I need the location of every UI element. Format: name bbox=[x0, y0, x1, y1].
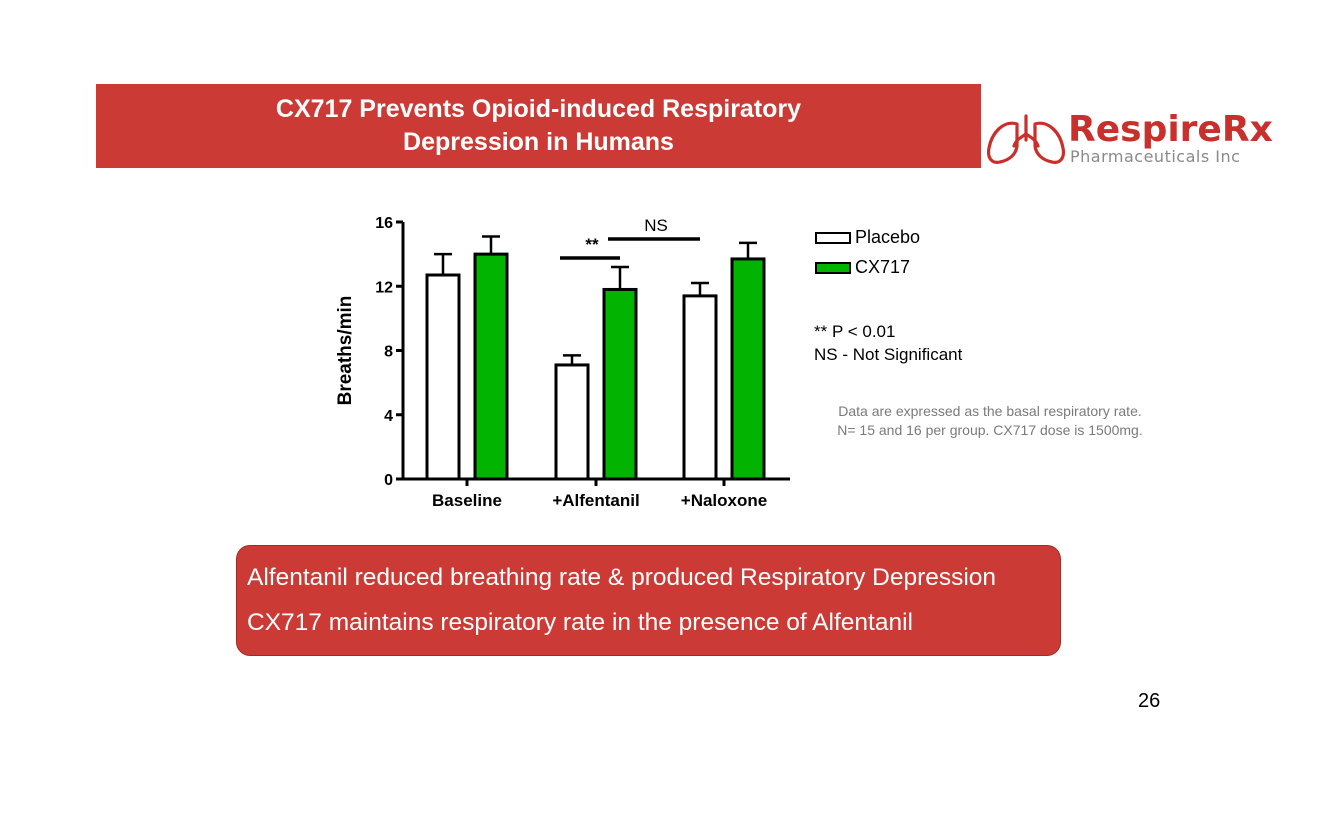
conclusion-callout: Alfentanil reduced breathing rate & prod… bbox=[236, 545, 1061, 656]
legend-swatch-cx717 bbox=[815, 261, 851, 274]
data-note-line-2: N= 15 and 16 per group. CX717 dose is 15… bbox=[837, 422, 1143, 438]
lungs-icon bbox=[986, 114, 1066, 164]
bar-placebo-0 bbox=[425, 273, 461, 481]
bar-cx717-0 bbox=[473, 252, 509, 481]
x-category-label: +Alfentanil bbox=[552, 491, 639, 510]
slide-title-line-2: Depression in Humans bbox=[403, 128, 674, 156]
y-tick-label: 12 bbox=[375, 279, 393, 296]
bar-cx717-1 bbox=[602, 287, 638, 481]
significance-label: NS bbox=[644, 216, 668, 235]
bar-cx717-2 bbox=[730, 257, 766, 481]
legend-item-placebo: Placebo bbox=[815, 227, 920, 248]
y-tick-label: 16 bbox=[375, 215, 393, 232]
logo-subtitle: Pharmaceuticals Inc bbox=[1070, 147, 1241, 166]
page-number: 26 bbox=[1138, 690, 1161, 712]
x-category-label: +Naloxone bbox=[681, 491, 767, 510]
bar-placebo-2 bbox=[682, 294, 718, 481]
y-tick-label: 0 bbox=[384, 472, 393, 489]
data-note-line-1: Data are expressed as the basal respirat… bbox=[838, 403, 1142, 419]
significance-label: ** bbox=[585, 235, 599, 254]
legend-label-placebo: Placebo bbox=[855, 227, 921, 247]
company-logo: RespireRx Pharmaceuticals Inc bbox=[984, 110, 1273, 172]
legend-label-cx717: CX717 bbox=[855, 257, 911, 277]
y-axis-label: Breaths/min bbox=[335, 296, 356, 406]
y-tick-label: 8 bbox=[384, 344, 393, 361]
title-banner: CX717 Prevents Opioid-induced Respirator… bbox=[96, 84, 981, 168]
callout-line-2: CX717 maintains respiratory rate in the … bbox=[247, 609, 913, 636]
ns-note: NS - Not Significant bbox=[814, 345, 963, 364]
legend-item-cx717: CX717 bbox=[815, 257, 910, 278]
logo-name: RespireRx bbox=[1068, 109, 1273, 150]
bar-chart: 0 4 8 12 16 Breaths/min Baseline +Alfentanil +Na… bbox=[335, 215, 790, 510]
legend-swatch-placebo bbox=[815, 231, 851, 244]
data-note: Data are expressed as the basal respirat… bbox=[820, 402, 1160, 440]
slide-title-line-1: CX717 Prevents Opioid-induced Respirator… bbox=[275, 95, 802, 123]
x-category-label: Baseline bbox=[432, 491, 502, 510]
callout-line-1: Alfentanil reduced breathing rate & prod… bbox=[247, 564, 997, 591]
bar-placebo-1 bbox=[554, 363, 590, 481]
y-tick-label: 4 bbox=[384, 408, 393, 425]
significance-note: ** P < 0.01 bbox=[814, 322, 896, 341]
